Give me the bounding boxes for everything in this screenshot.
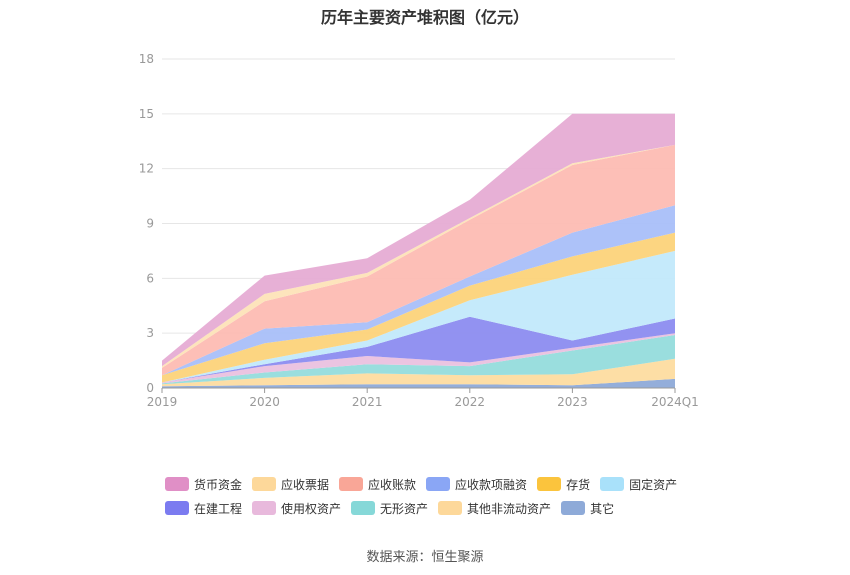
legend-label: 无形资产 bbox=[380, 501, 429, 516]
legend-label: 其它 bbox=[590, 501, 615, 516]
y-tick-label: 9 bbox=[146, 217, 154, 231]
y-tick-label: 6 bbox=[146, 271, 154, 285]
y-tick-label: 18 bbox=[139, 52, 154, 66]
area-series-layer bbox=[162, 113, 675, 388]
x-tick-label: 2020 bbox=[249, 395, 280, 409]
x-tick-label: 2019 bbox=[147, 395, 178, 409]
y-tick-label: 0 bbox=[146, 381, 154, 395]
legend-item[interactable]: 货币资金 bbox=[165, 476, 242, 493]
legend-item[interactable]: 应收账款 bbox=[339, 476, 416, 493]
area-series-4 bbox=[162, 316, 675, 383]
legend-swatch bbox=[165, 477, 189, 491]
legend-label: 使用权资产 bbox=[281, 501, 342, 516]
legend-swatch bbox=[339, 477, 364, 491]
legend-item[interactable]: 应收款项融资 bbox=[426, 476, 527, 493]
legend-item[interactable]: 无形资产 bbox=[351, 500, 428, 517]
legend-row-2: 在建工程 使用权资产 无形资产 其他非流动资产 其它 bbox=[165, 496, 725, 520]
legend-label: 在建工程 bbox=[194, 501, 243, 516]
legend-label: 其他非流动资产 bbox=[467, 501, 552, 516]
area-series-10 bbox=[162, 113, 675, 367]
x-tick-label: 2021 bbox=[352, 395, 383, 409]
y-tick-label: 12 bbox=[139, 162, 154, 176]
area-series-0 bbox=[162, 378, 675, 388]
legend-swatch bbox=[600, 477, 625, 491]
legend-item[interactable]: 应收票据 bbox=[252, 476, 329, 493]
legend-item[interactable]: 其它 bbox=[561, 500, 614, 517]
area-series-2 bbox=[162, 335, 675, 385]
legend-label: 固定资产 bbox=[629, 477, 678, 492]
area-series-7 bbox=[162, 205, 675, 376]
area-series-8 bbox=[162, 144, 675, 376]
area-series-6 bbox=[162, 232, 675, 383]
legend-swatch bbox=[252, 501, 277, 515]
y-tick-label: 15 bbox=[139, 107, 154, 121]
x-tick-label: 2023 bbox=[557, 395, 588, 409]
area-series-5 bbox=[162, 250, 675, 383]
legend-label: 应收票据 bbox=[281, 477, 330, 492]
legend: 货币资金 应收票据 应收账款 应收款项融资 存货 固定资产 在建工程 使用权资产 无形资产 其他… bbox=[165, 472, 725, 520]
legend-swatch bbox=[426, 477, 451, 491]
y-tick-label: 3 bbox=[146, 326, 154, 340]
area-series-1 bbox=[162, 358, 675, 387]
legend-item[interactable]: 其他非流动资产 bbox=[438, 500, 551, 517]
legend-swatch bbox=[252, 477, 277, 491]
chart-title: 历年主要资产堆积图（亿元） bbox=[320, 8, 529, 27]
legend-label: 货币资金 bbox=[194, 477, 243, 492]
legend-item[interactable]: 存货 bbox=[537, 476, 590, 493]
axes: 0 3 6 9 12 15 18 2019 2020 2021 2022 2023 2024Q1 bbox=[139, 52, 699, 409]
legend-swatch bbox=[537, 477, 562, 491]
data-source: 数据来源：恒生聚源 bbox=[366, 550, 484, 565]
x-tick-label: 2022 bbox=[455, 395, 486, 409]
legend-row-1: 货币资金 应收票据 应收账款 应收款项融资 存货 固定资产 bbox=[165, 472, 725, 496]
legend-swatch bbox=[165, 501, 189, 515]
legend-swatch bbox=[561, 501, 586, 515]
legend-item[interactable]: 在建工程 bbox=[165, 500, 242, 517]
legend-label: 存货 bbox=[566, 477, 591, 492]
legend-label: 应收款项融资 bbox=[455, 477, 528, 492]
legend-label: 应收账款 bbox=[368, 477, 417, 492]
legend-swatch bbox=[351, 501, 376, 515]
x-tick-label: 2024Q1 bbox=[651, 395, 699, 409]
legend-item[interactable]: 使用权资产 bbox=[252, 500, 341, 517]
legend-item[interactable]: 固定资产 bbox=[600, 476, 677, 493]
legend-swatch bbox=[438, 501, 463, 515]
